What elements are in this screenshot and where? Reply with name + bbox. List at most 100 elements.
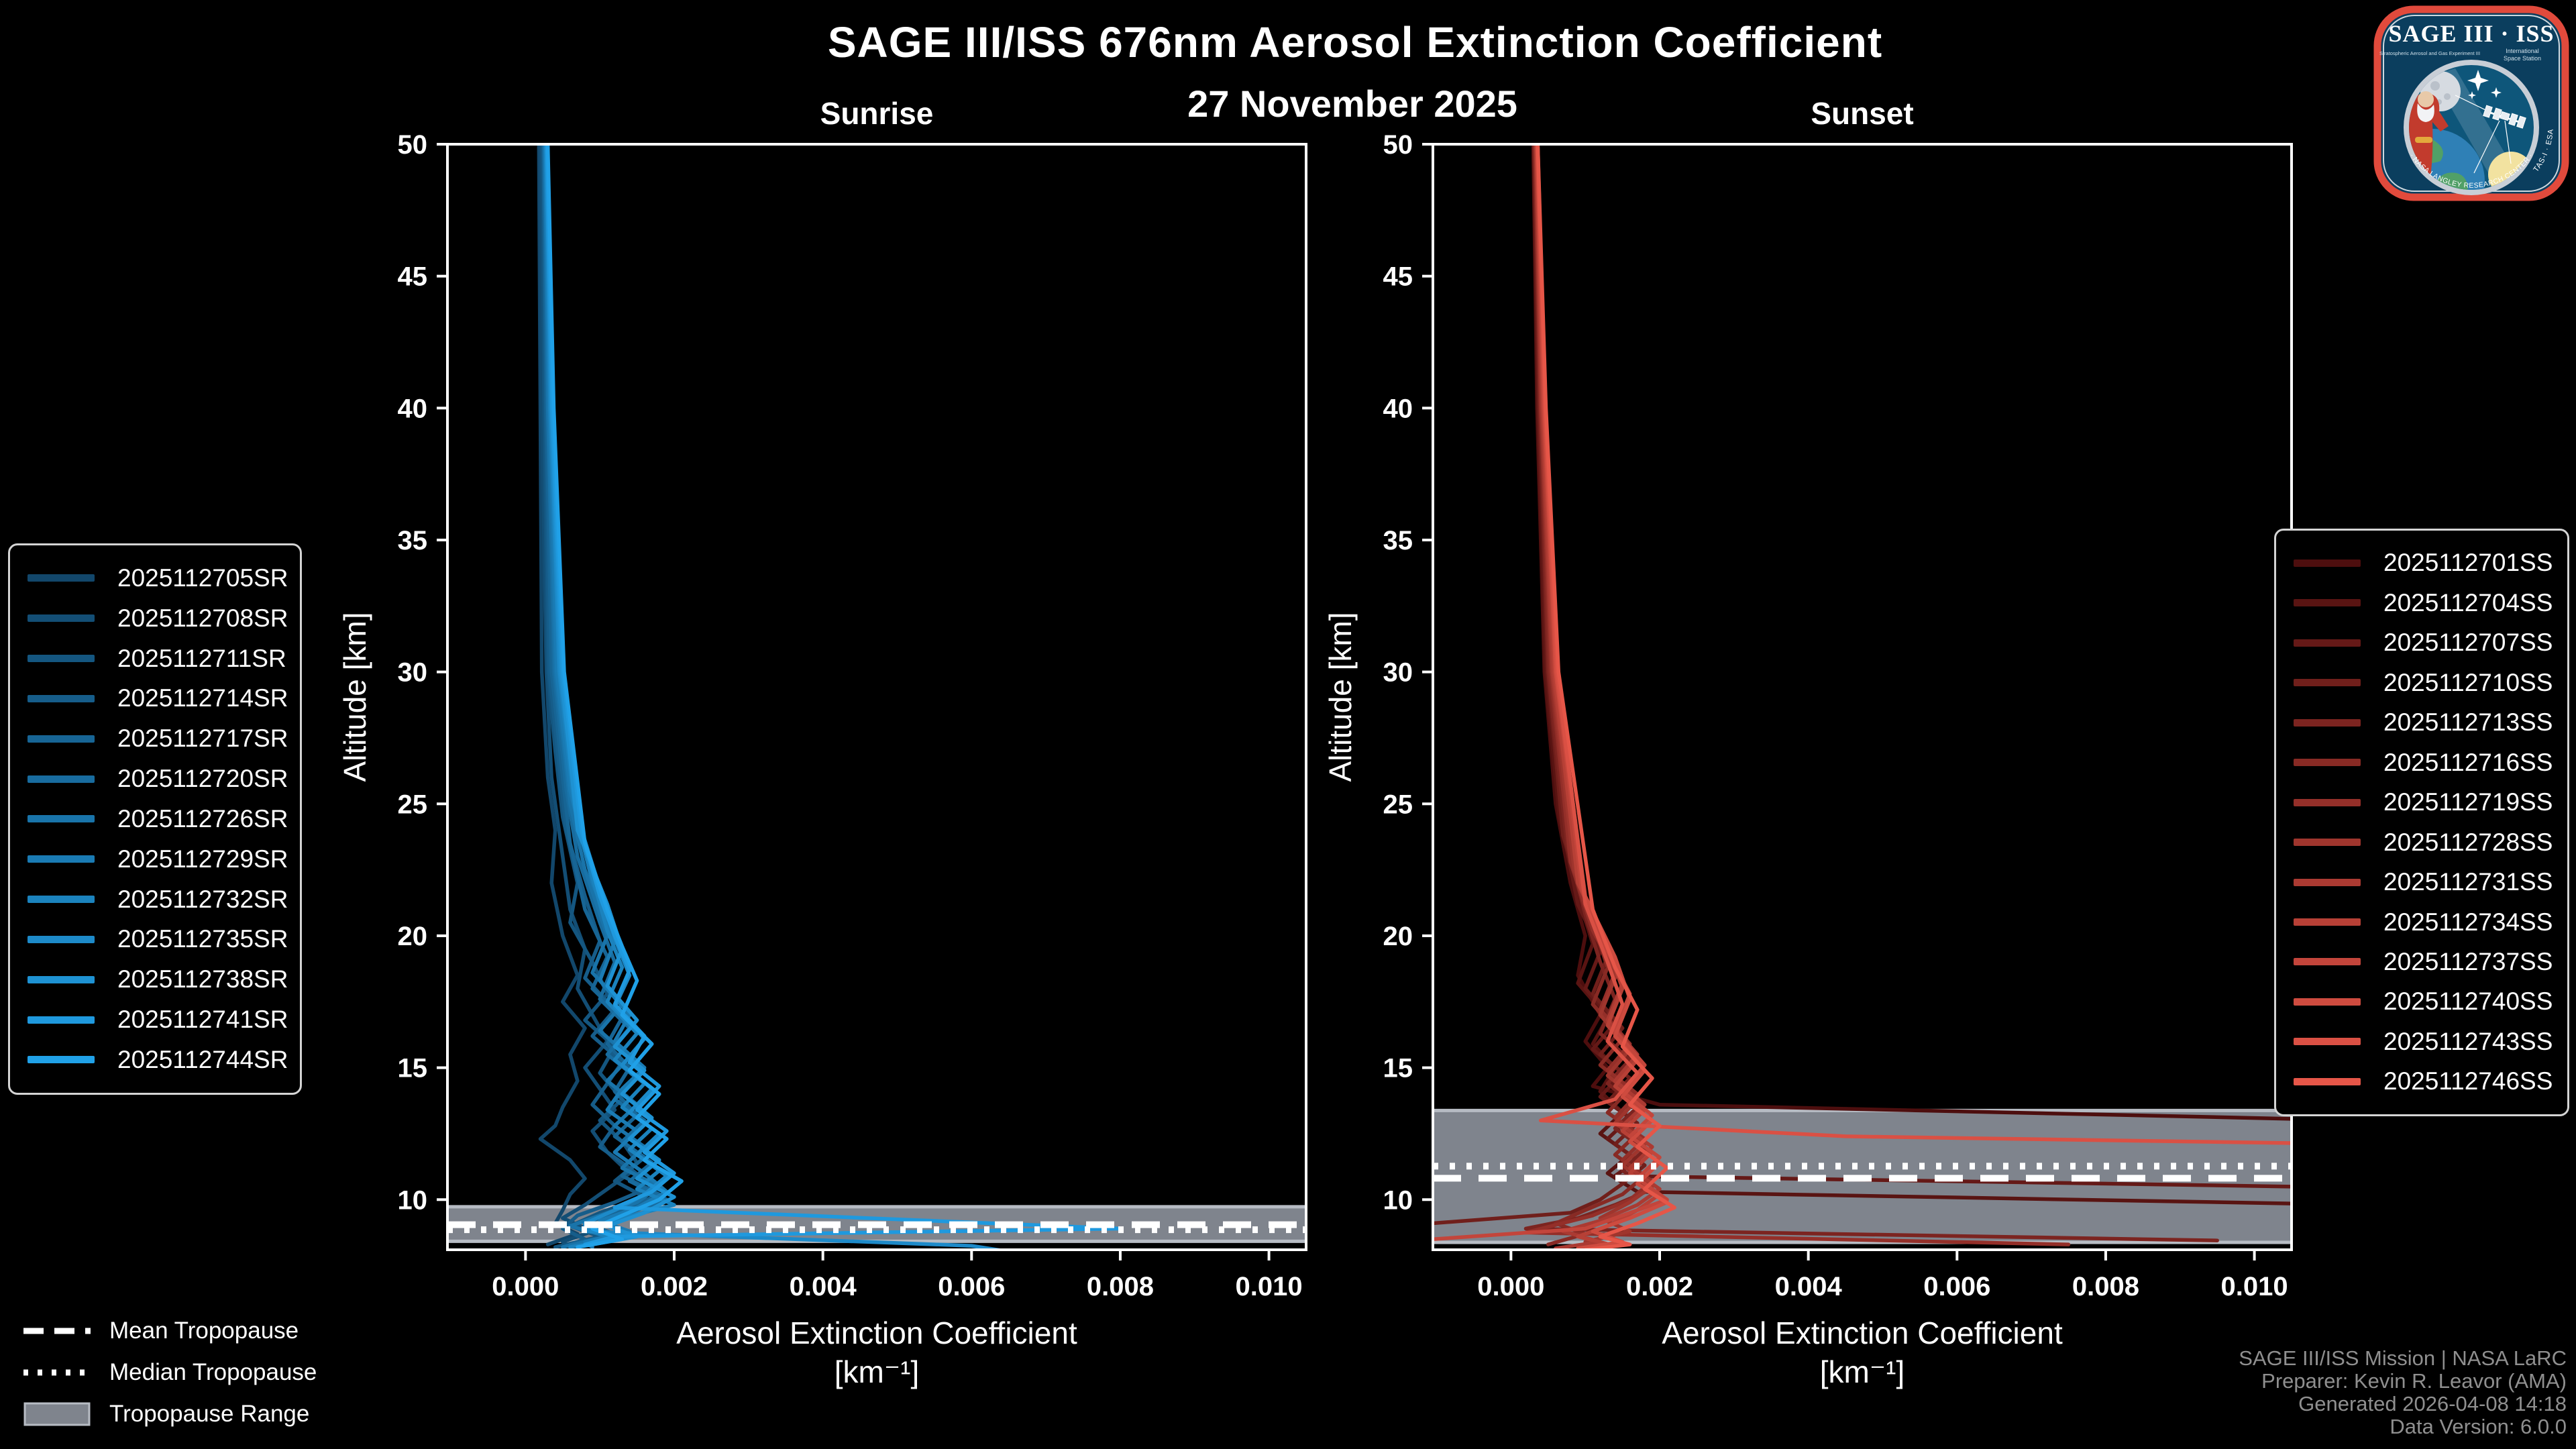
- logo-subtitle-right2: Space Station: [2504, 55, 2541, 62]
- series-color-swatch: [2294, 639, 2361, 647]
- series-color-swatch: [2294, 1077, 2361, 1085]
- series-color-swatch: [2294, 759, 2361, 767]
- series-color-swatch: [2294, 1038, 2361, 1046]
- footer-mission-line: SAGE III/ISS Mission | NASA LaRC: [2239, 1346, 2567, 1370]
- footer-credits: SAGE III/ISS Mission | NASA LaRC Prepare…: [2239, 1347, 2567, 1438]
- series-label: 2025112728SS: [2383, 828, 2553, 856]
- y-tick-label: 35: [398, 526, 428, 555]
- y-tick-label: 25: [1383, 790, 1413, 819]
- x-tick-label: 0.006: [1923, 1272, 1990, 1301]
- legend-item: 2025112714SR: [10, 684, 300, 712]
- series-label: 2025112701SS: [2383, 549, 2553, 577]
- legend-item: 2025112707SS: [2276, 629, 2567, 657]
- y-tick-label: 20: [1383, 922, 1413, 951]
- profile-line: [1536, 144, 1676, 1250]
- series-label: 2025112705SR: [117, 564, 288, 592]
- footer-preparer-line: Preparer: Kevin R. Leavor (AMA): [2261, 1369, 2567, 1393]
- series-color-swatch: [28, 896, 95, 904]
- series-color-swatch: [28, 614, 95, 623]
- series-color-swatch: [28, 975, 95, 983]
- x-tick-label: 0.000: [492, 1272, 559, 1301]
- x-tick-label: 0.002: [641, 1272, 708, 1301]
- sunrise-panel-title: Sunrise: [820, 96, 934, 131]
- legend-item: 2025112701SS: [2276, 549, 2567, 577]
- y-tick-label: 15: [1383, 1054, 1413, 1083]
- series-color-swatch: [28, 855, 95, 863]
- series-label: 2025112746SS: [2383, 1067, 2553, 1095]
- series-label: 2025112711SR: [117, 644, 286, 672]
- x-axis-label: Aerosol Extinction Coefficient: [1662, 1316, 2063, 1350]
- series-label: 2025112726SR: [117, 804, 288, 833]
- series-color-swatch: [2294, 958, 2361, 966]
- profile-line: [1433, 144, 1647, 1226]
- gray-band-icon: [23, 1402, 91, 1426]
- legend-item: 2025112710SS: [2276, 669, 2567, 697]
- sunrise-plot: 0.000 0.002 0.004 0.006 0.008 0.010 Aerosol Ex…: [337, 130, 1307, 1389]
- series-label: 2025112729SR: [117, 845, 288, 873]
- footer-version-line: Data Version: 6.0.0: [2390, 1415, 2567, 1438]
- logo-subtitle-right1: International: [2506, 48, 2539, 54]
- legend-item: 2025112719SS: [2276, 788, 2567, 816]
- y-tick-label: 50: [1383, 130, 1413, 160]
- legend-item: 2025112704SS: [2276, 589, 2567, 617]
- series-label: 2025112713SS: [2383, 708, 2553, 737]
- y-tick-label: 45: [398, 262, 428, 292]
- series-color-swatch: [2294, 798, 2361, 806]
- series-color-swatch: [28, 775, 95, 783]
- series-color-swatch: [28, 735, 95, 743]
- series-color-swatch: [28, 574, 95, 582]
- y-tick-label: 40: [398, 394, 428, 423]
- series-label: 2025112732SR: [117, 885, 288, 913]
- series-label: 2025112720SR: [117, 765, 288, 793]
- x-tick-label: 0.004: [790, 1272, 857, 1301]
- legend-item: 2025112741SR: [10, 1006, 300, 1034]
- legend-item: 2025112729SR: [10, 845, 300, 873]
- legend-item: 2025112717SR: [10, 724, 300, 753]
- y-tick-label: 20: [398, 922, 428, 951]
- plot-frame: [446, 143, 1307, 1251]
- y-tick-label: 40: [1383, 394, 1413, 423]
- x-axis-units: [km⁻¹]: [1820, 1354, 1904, 1389]
- series-color-swatch: [2294, 679, 2361, 687]
- y-tick-label: 10: [398, 1185, 428, 1215]
- legend-item: 2025112735SR: [10, 925, 300, 953]
- profile-line: [1531, 144, 2292, 1121]
- y-axis: 50 45 40 35 30 25 20 15 10 Altitude [km]: [337, 130, 447, 1215]
- series-color-swatch: [2294, 998, 2361, 1006]
- profile-line: [538, 144, 632, 1249]
- logo-title: SAGE III · ISS: [2388, 20, 2554, 47]
- profile-line: [1536, 144, 2292, 1145]
- series-label: 2025112704SS: [2383, 588, 2553, 616]
- legend-item: 2025112720SR: [10, 765, 300, 793]
- x-tick-label: 0.008: [2072, 1272, 2139, 1301]
- legend-item: 2025112728SS: [2276, 828, 2567, 857]
- y-tick-label: 45: [1383, 262, 1413, 292]
- x-tick-label: 0.008: [1087, 1272, 1154, 1301]
- legend-item: 2025112744SR: [10, 1046, 300, 1074]
- x-tick-label: 0.010: [2221, 1272, 2288, 1301]
- sunset-series-group: [1433, 144, 2292, 1250]
- legend-item: 2025112732SR: [10, 885, 300, 914]
- logo-subtitle-left: Stratospheric Aerosol and Gas Experiment…: [2379, 50, 2480, 56]
- mean-tropopause-legend-item: Mean Tropopause: [23, 1316, 317, 1346]
- y-tick-label: 35: [1383, 526, 1413, 555]
- sunset-panel-title: Sunset: [1811, 96, 1914, 131]
- series-color-swatch: [28, 1016, 95, 1024]
- series-label: 2025112743SS: [2383, 1027, 2553, 1055]
- x-tick-label: 0.006: [938, 1272, 1005, 1301]
- tropopause-legend: Mean Tropopause Median Tropopause Tropop…: [23, 1316, 317, 1429]
- series-label: 2025112708SR: [117, 604, 288, 632]
- legend-item: 2025112731SS: [2276, 868, 2567, 896]
- profile-line: [1532, 144, 2292, 1189]
- legend-item: 2025112716SS: [2276, 749, 2567, 777]
- series-label: 2025112735SR: [117, 925, 288, 953]
- x-tick-label: 0.004: [1775, 1272, 1843, 1301]
- legend-item: 2025112743SS: [2276, 1028, 2567, 1056]
- date-subtitle: 27 November 2025: [1187, 83, 1517, 125]
- dotted-line-icon: [23, 1369, 91, 1376]
- median-tropopause-label: Median Tropopause: [109, 1359, 317, 1385]
- profile-line: [545, 144, 684, 1249]
- star-icon: [2467, 70, 2489, 91]
- profile-line: [537, 144, 587, 1246]
